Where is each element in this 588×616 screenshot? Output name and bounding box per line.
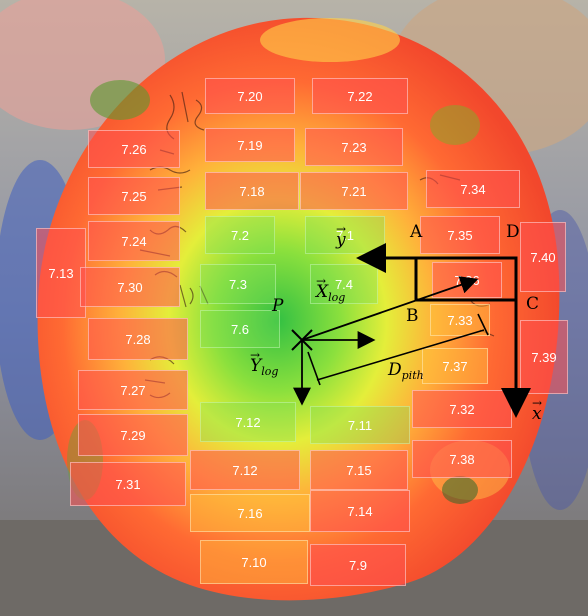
- pith-distance-line: [316, 329, 485, 381]
- board-7-3: 7.3: [200, 264, 276, 304]
- board-7-18: 7.18: [205, 172, 299, 210]
- board-7-38: 7.38: [412, 440, 512, 478]
- y-log-vector-mark: →: [250, 348, 261, 362]
- corner-label-a: A: [410, 222, 423, 242]
- board-7-22: 7.22: [312, 78, 408, 114]
- board-7-14: 7.14: [310, 490, 410, 532]
- board-7-26: 7.26: [88, 130, 180, 168]
- x-log-label: → Xlog: [316, 274, 346, 304]
- board-7-19: 7.19: [205, 128, 295, 162]
- x-axis-vector-mark: →: [532, 396, 543, 410]
- board-7-35: 7.35: [420, 216, 500, 254]
- board-7-15: 7.15: [310, 450, 408, 490]
- pith-distance-tick-left: [307, 351, 321, 386]
- board-7-4: 7.4: [310, 264, 378, 304]
- pith-distance-tick-right: [477, 313, 489, 336]
- board-7-16: 7.16: [190, 494, 310, 532]
- x-axis-label: → x: [532, 396, 543, 424]
- board-7-23: 7.23: [305, 128, 403, 166]
- board-7-27: 7.27: [78, 370, 188, 410]
- x-log-vector-mark: →: [316, 274, 327, 288]
- y-log-label: → Ylog: [250, 348, 279, 378]
- pith-point-label: P: [272, 296, 284, 316]
- board-7-31: 7.31: [70, 462, 186, 506]
- board-outline-abcd: [414, 256, 518, 302]
- board-7-9: 7.9: [310, 544, 406, 586]
- board-7-40: 7.40: [520, 222, 566, 292]
- board-7-13: 7.13: [36, 228, 86, 318]
- board-7-37: 7.37: [422, 348, 488, 384]
- board-7-2: 7.2: [205, 216, 275, 254]
- board-7-30: 7.30: [80, 267, 180, 307]
- board-7-32: 7.32: [412, 390, 512, 428]
- board-7-29: 7.29: [78, 414, 188, 456]
- y-axis-vector-mark: →: [336, 222, 347, 236]
- y-axis-label: → y: [336, 222, 347, 250]
- board-7-39: 7.39: [520, 320, 568, 394]
- board-7-6: 7.6: [200, 310, 280, 348]
- board-7-25: 7.25: [88, 177, 180, 215]
- d-pith-label: Dpith: [388, 360, 424, 382]
- x-log-vector: [301, 276, 479, 341]
- board-7-12b: 7.12: [190, 450, 300, 490]
- board-7-24: 7.24: [88, 221, 180, 261]
- pith-marker-x2: [291, 329, 313, 351]
- board-7-28: 7.28: [88, 318, 188, 360]
- corner-label-c: C: [526, 294, 540, 314]
- board-7-34: 7.34: [426, 170, 520, 208]
- board-7-21: 7.21: [300, 172, 408, 210]
- board-7-12a: 7.12: [200, 402, 296, 442]
- board-7-11: 7.11: [310, 406, 410, 444]
- board-7-10: 7.10: [200, 540, 308, 584]
- board-7-20: 7.20: [205, 78, 295, 114]
- corner-label-b: B: [406, 306, 419, 326]
- corner-label-d: D: [506, 222, 520, 242]
